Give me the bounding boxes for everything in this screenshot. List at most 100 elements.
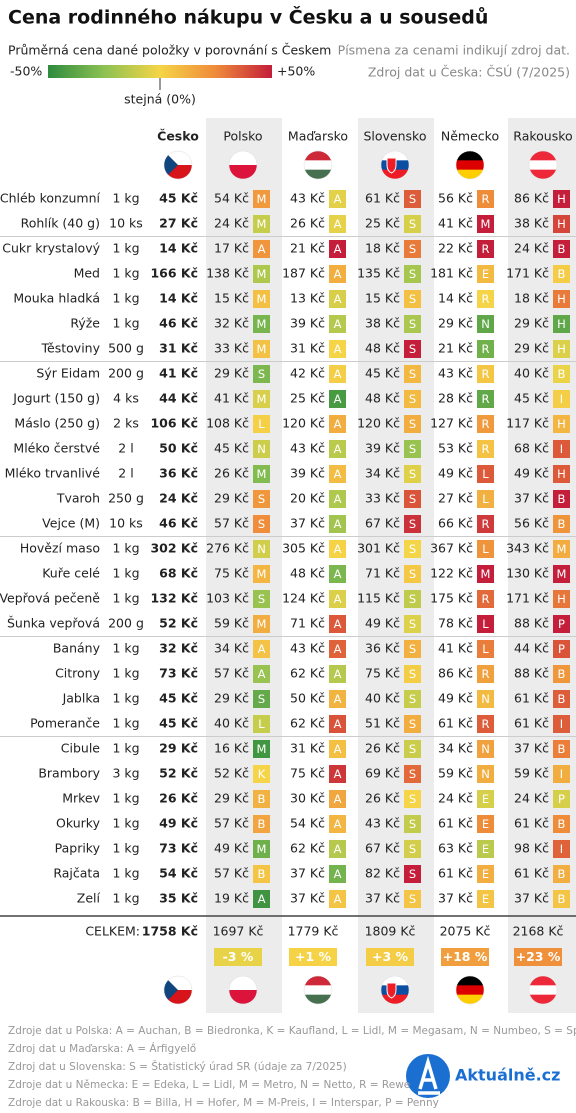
cz-price: 52 Kč	[159, 766, 198, 781]
source-box	[553, 865, 570, 883]
source-box	[477, 740, 494, 758]
source-box	[329, 715, 346, 733]
source-box	[329, 315, 346, 333]
source-letter: L	[258, 417, 265, 431]
source-letter: M	[257, 217, 267, 231]
source-letter: R	[482, 592, 490, 606]
brand: Aktuálně.cz	[455, 1066, 560, 1085]
item-name: Jablka	[62, 691, 100, 706]
source-letter: B	[258, 867, 266, 881]
source-box	[253, 415, 270, 433]
item-name: Mléko čerstvé	[13, 441, 100, 456]
source-box	[477, 340, 494, 358]
cz-price: 41 Kč	[159, 366, 198, 381]
price: 40 Kč	[365, 691, 400, 706]
source-box	[553, 390, 570, 408]
price: 13 Kč	[290, 291, 325, 306]
source-box	[253, 690, 270, 708]
source-box	[404, 440, 421, 458]
price: 31 Kč	[290, 741, 325, 756]
price: 120 Kč	[357, 416, 400, 431]
source-letter: R	[482, 717, 490, 731]
source-box	[253, 815, 270, 833]
source-box	[253, 740, 270, 758]
flag-band	[529, 160, 557, 171]
source-box	[253, 865, 270, 883]
source-box	[477, 190, 494, 208]
price: 49 Kč	[514, 466, 549, 481]
source-letter: K	[258, 767, 266, 781]
source-box	[477, 540, 494, 558]
source-letter: A	[334, 767, 342, 781]
total-value: 1779 Kč	[288, 924, 339, 939]
source-box	[329, 840, 346, 858]
price: 127 Kč	[430, 416, 473, 431]
source-letter: S	[258, 367, 265, 381]
price: 41 Kč	[438, 641, 473, 656]
source-letter: M	[257, 342, 267, 356]
price: 34 Kč	[365, 466, 400, 481]
price: 39 Kč	[365, 441, 400, 456]
quantity: 10 ks	[109, 516, 143, 531]
flag	[529, 976, 557, 1004]
item-name: Banány	[53, 641, 101, 656]
price: 30 Kč	[290, 791, 325, 806]
source-box	[477, 690, 494, 708]
price: 19 Kč	[214, 891, 249, 906]
cz-price: 27 Kč	[159, 216, 198, 231]
flag-band	[529, 994, 557, 1004]
source-box	[329, 665, 346, 683]
source-letter: B	[558, 367, 566, 381]
price: 24 Kč	[514, 241, 549, 256]
source-box	[404, 665, 421, 683]
price: 45 Kč	[514, 391, 549, 406]
flag-band	[529, 151, 557, 161]
source-box	[404, 765, 421, 783]
source-box	[404, 340, 421, 358]
source-box	[404, 315, 421, 333]
quantity: 1 kg	[112, 791, 139, 806]
source-box	[404, 265, 421, 283]
source-box	[253, 190, 270, 208]
source-letter: B	[558, 742, 566, 756]
change-pill	[441, 948, 489, 966]
price: 130 Kč	[506, 566, 549, 581]
flag-band	[304, 160, 332, 171]
price: 138 Kč	[206, 266, 249, 281]
source-box	[329, 440, 346, 458]
price: 37 Kč	[290, 516, 325, 531]
price: 71 Kč	[365, 566, 400, 581]
source-box	[404, 740, 421, 758]
source-cz: Zdroj dat u Česka: ČSÚ (7/2025)	[368, 65, 570, 80]
source-box	[404, 565, 421, 583]
source-letter: S	[409, 617, 416, 631]
price: 187 Kč	[282, 266, 325, 281]
source-letter: S	[409, 792, 416, 806]
change-pill	[289, 948, 337, 966]
cz-price: 166 Kč	[150, 266, 198, 281]
column-header: Maďarsko	[288, 129, 348, 144]
price: 171 Kč	[506, 266, 549, 281]
price: 57 Kč	[214, 516, 249, 531]
price: 52 Kč	[214, 766, 249, 781]
price: 40 Kč	[514, 366, 549, 381]
price: 15 Kč	[365, 291, 400, 306]
source-box	[404, 365, 421, 383]
source-box	[404, 815, 421, 833]
flag-band	[381, 151, 409, 161]
source-letter: L	[482, 542, 489, 556]
source-letter: M	[557, 567, 567, 581]
source-letter: A	[334, 217, 342, 231]
source-letter: P	[558, 792, 565, 806]
source-box	[329, 740, 346, 758]
price: 14 Kč	[438, 291, 473, 306]
flag-outline	[528, 975, 558, 1005]
source-letter: R	[482, 367, 490, 381]
source-box	[253, 640, 270, 658]
flag-outline	[163, 150, 193, 180]
price: 54 Kč	[290, 816, 325, 831]
price: 61 Kč	[514, 716, 549, 731]
price: 54 Kč	[214, 191, 249, 206]
source-box	[477, 765, 494, 783]
price: 59 Kč	[438, 766, 473, 781]
